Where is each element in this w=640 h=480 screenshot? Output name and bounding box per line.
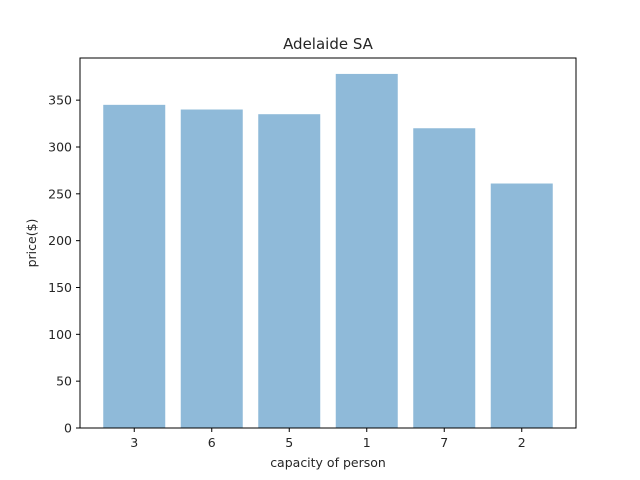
- bar-2: [490, 183, 553, 428]
- x-tick-label: 3: [130, 435, 138, 450]
- y-axis-label: price($): [24, 219, 39, 268]
- y-tick-label: 50: [56, 374, 72, 389]
- y-tick-label: 350: [48, 93, 72, 108]
- x-tick-label: 6: [208, 435, 216, 450]
- bar-7: [413, 128, 476, 428]
- x-tick-label: 7: [440, 435, 448, 450]
- chart-title: Adelaide SA: [283, 35, 374, 53]
- x-axis-label: capacity of person: [270, 455, 386, 470]
- bar-5: [258, 114, 321, 428]
- y-tick-label: 250: [48, 186, 72, 201]
- y-tick-label: 150: [48, 280, 72, 295]
- y-tick-label: 0: [64, 421, 72, 436]
- plot-area-frame: [79, 57, 577, 429]
- bar-3: [103, 104, 166, 428]
- x-axis-ticks: 3 6 5 1 7 2: [130, 428, 526, 450]
- x-tick-label: 2: [518, 435, 526, 450]
- bar-1: [335, 73, 398, 429]
- bar-6: [180, 109, 243, 429]
- bars-group: [103, 73, 553, 429]
- x-tick-label: 1: [363, 435, 371, 450]
- y-tick-label: 300: [48, 139, 72, 154]
- y-axis-ticks: 0 50 100 150 200 250 300 350: [48, 93, 80, 436]
- y-tick-label: 100: [48, 327, 72, 342]
- x-tick-label: 5: [285, 435, 293, 450]
- y-tick-label: 200: [48, 233, 72, 248]
